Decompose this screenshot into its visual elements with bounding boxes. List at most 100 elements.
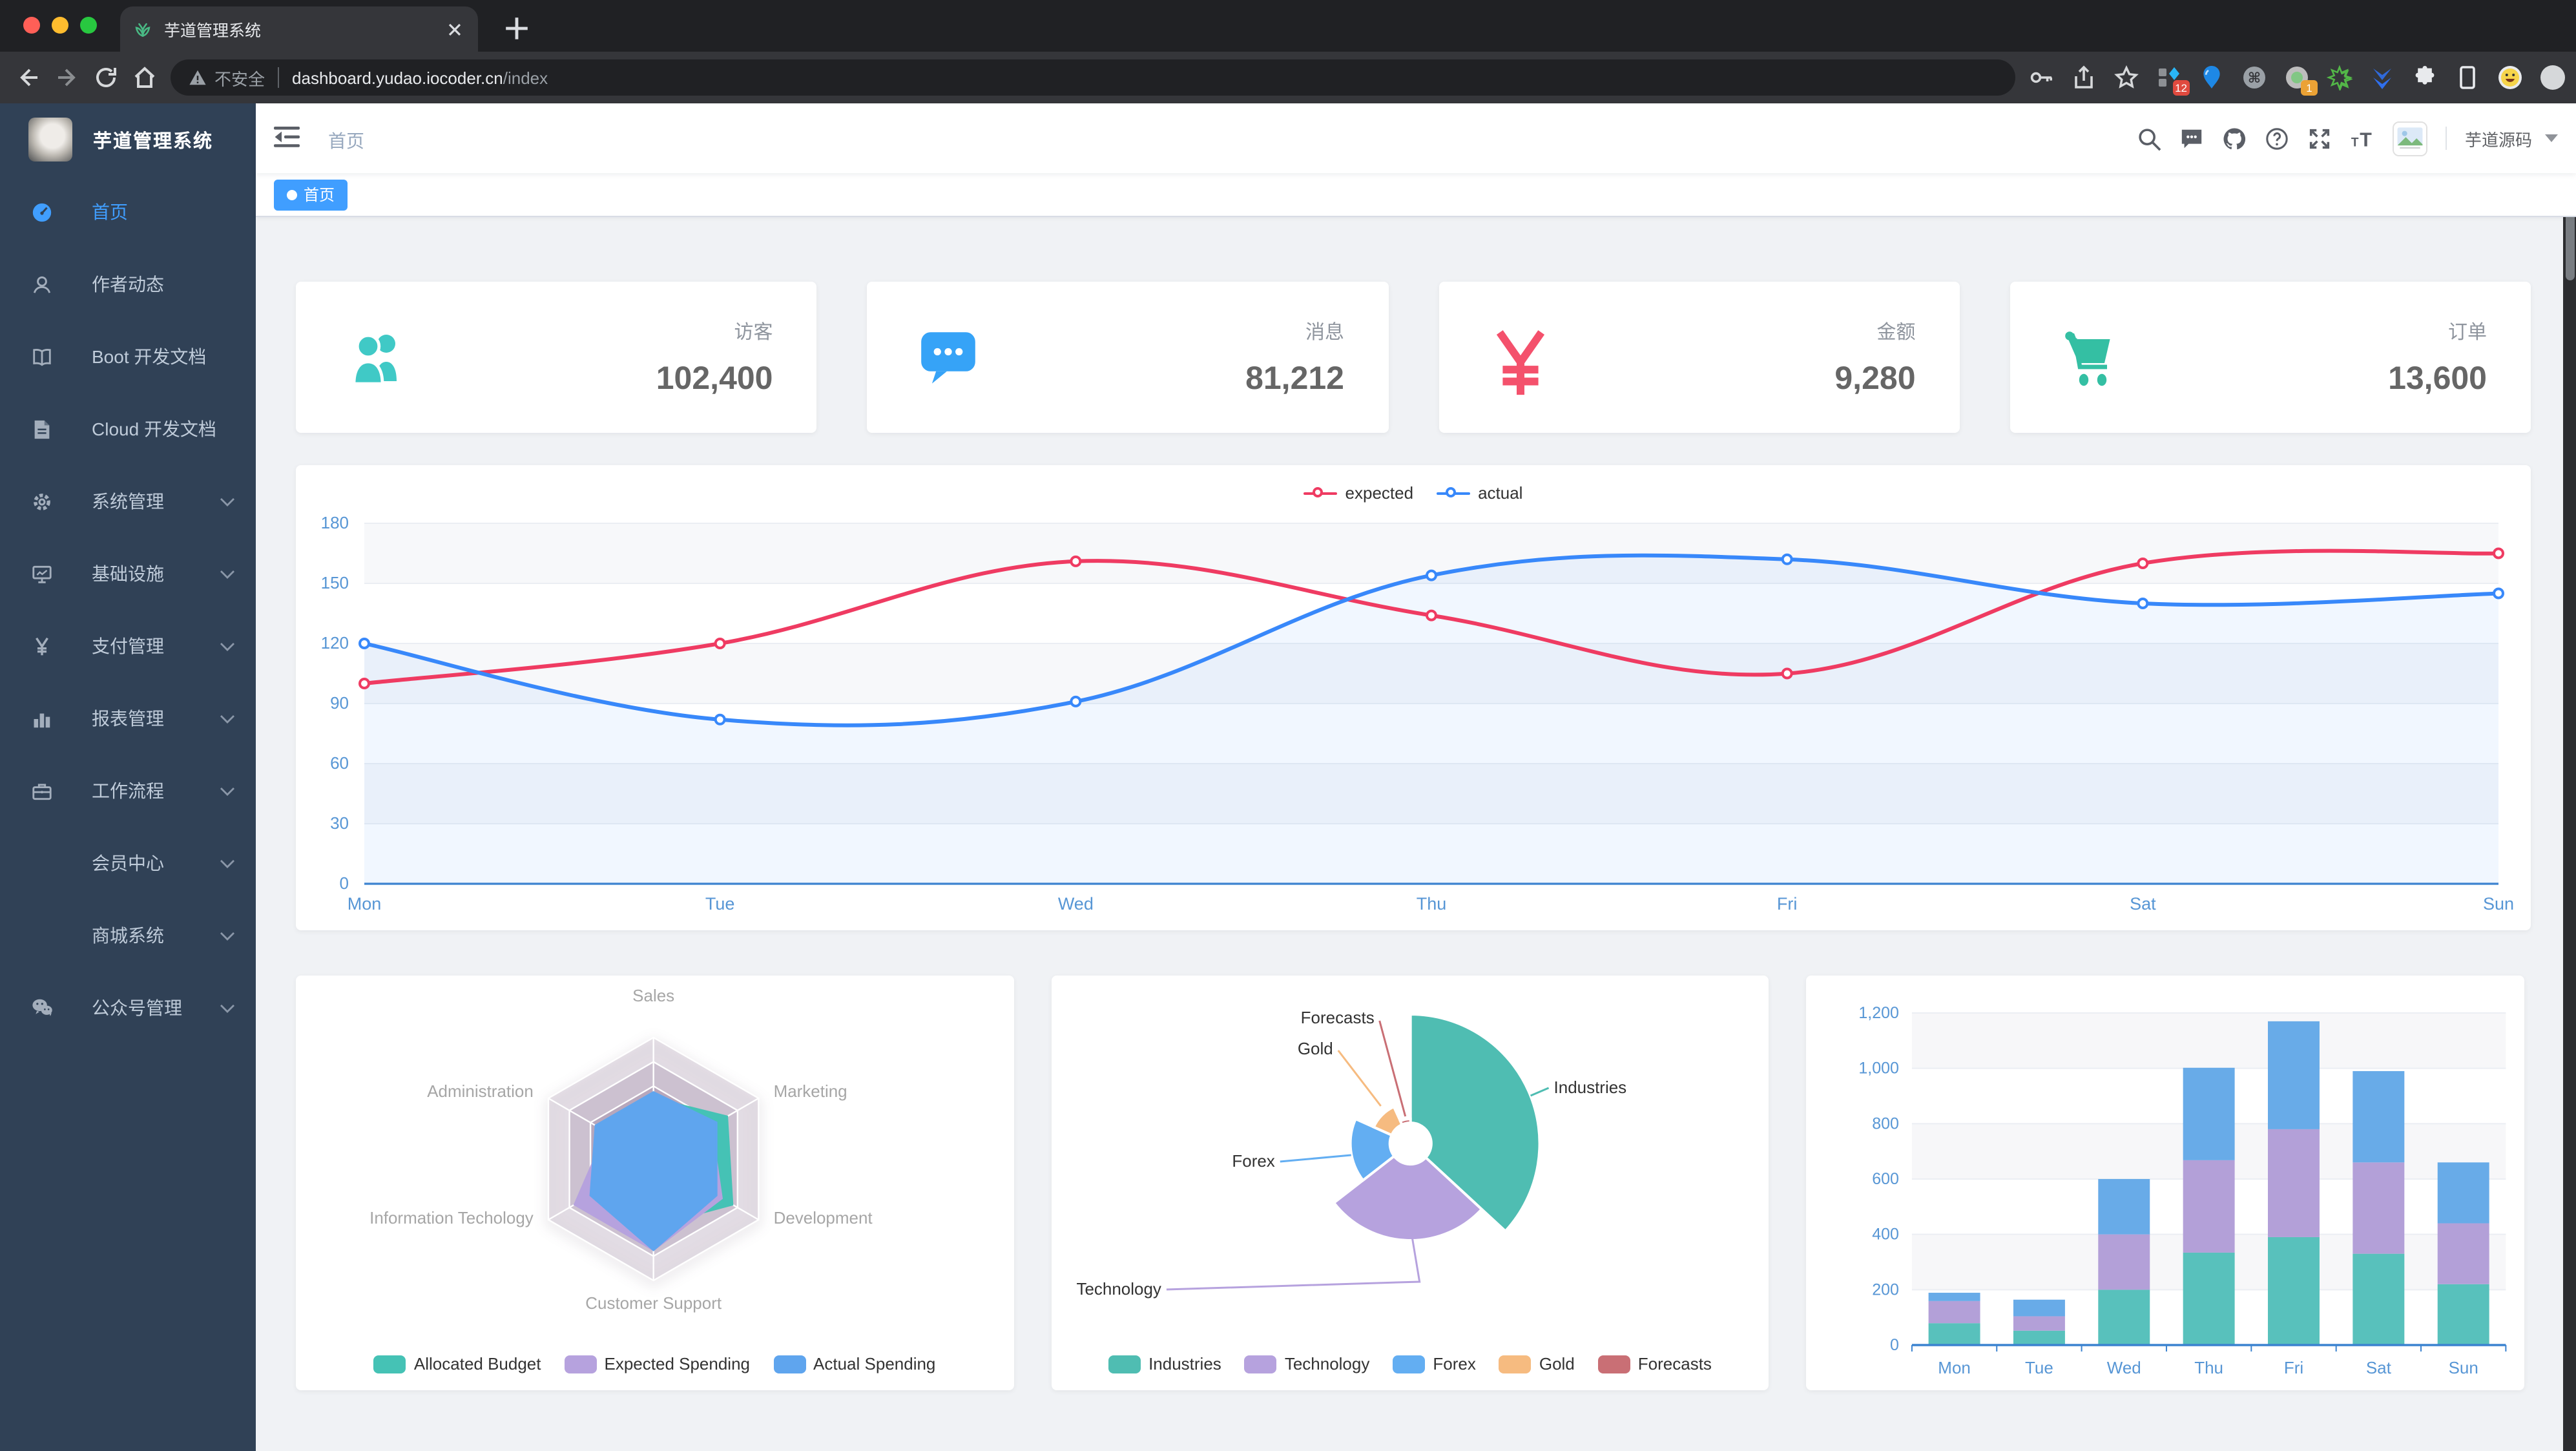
- sidebar-item-label: 首页: [92, 202, 128, 222]
- stat-card-4[interactable]: 订单 13,600: [2010, 282, 2531, 433]
- balloon-extension-icon[interactable]: [2199, 65, 2225, 90]
- legend-item[interactable]: actual: [1437, 483, 1522, 503]
- stat-label: 金额: [1876, 321, 1916, 343]
- sidebar-item-2[interactable]: 作者动态: [0, 248, 256, 320]
- circle-extension-icon[interactable]: 1: [2284, 65, 2318, 96]
- sidebar-item-9[interactable]: 工作流程: [0, 755, 256, 827]
- key-icon[interactable]: [2028, 65, 2054, 90]
- address-bar[interactable]: 不安全 dashboard.yudao.iocoder.cn/index: [171, 59, 2015, 96]
- stat-card-2[interactable]: 消息 81,212: [867, 282, 1388, 433]
- line-chart[interactable]: 0 30 60 90 120 150 180 Mon Tue Wed Thu Fri Sat Sun: [296, 465, 2531, 930]
- svg-text:90: 90: [330, 693, 349, 713]
- search-icon[interactable]: [2137, 126, 2161, 151]
- svg-text:400: 400: [1873, 1226, 1900, 1244]
- cart-icon: [2062, 329, 2121, 386]
- star-icon[interactable]: [2114, 65, 2139, 90]
- svg-text:Sales: Sales: [632, 986, 674, 1005]
- sidebar-item-8[interactable]: 报表管理: [0, 682, 256, 755]
- star-icon[interactable]: [2114, 65, 2139, 90]
- profile-emoji-icon[interactable]: [2497, 65, 2523, 90]
- legend-item[interactable]: Technology: [1244, 1354, 1369, 1373]
- extension-grid-icon[interactable]: 12: [2156, 65, 2190, 96]
- sidebar-item-label: Boot 开发文档: [92, 346, 207, 367]
- legend-item[interactable]: expected: [1304, 483, 1413, 503]
- puzzle-extensions-icon[interactable]: [2412, 65, 2438, 90]
- svg-text:Administration: Administration: [427, 1081, 534, 1101]
- github-icon[interactable]: [2222, 126, 2247, 151]
- svg-text:Mon: Mon: [348, 894, 382, 913]
- puzzle-extensions-icon[interactable]: [2412, 65, 2438, 90]
- question-icon[interactable]: [2265, 126, 2289, 151]
- browser-tab[interactable]: 芋道管理系统: [120, 6, 478, 52]
- home-button[interactable]: [132, 65, 158, 90]
- username[interactable]: 芋道源码: [2464, 130, 2532, 149]
- chevrons-extension-icon[interactable]: [2369, 65, 2395, 90]
- window-scrollbar[interactable]: [2563, 103, 2576, 1451]
- sidebar-item-7[interactable]: 支付管理: [0, 610, 256, 682]
- command-extension-icon[interactable]: ⌘: [2241, 65, 2267, 90]
- share-icon[interactable]: [2071, 65, 2097, 90]
- stat-card-3[interactable]: 金额 9,280: [1439, 282, 1960, 433]
- green-star-extension-icon[interactable]: [2327, 65, 2353, 90]
- legend-item[interactable]: Industries: [1108, 1354, 1221, 1373]
- sidebar-item-12[interactable]: 公众号管理: [0, 972, 256, 1044]
- bar-chart[interactable]: 0 200 400 600 800 1,000 1,200 Mon Tue Wed Thu Fri Sa…: [1807, 976, 2524, 1390]
- avatar[interactable]: [2392, 121, 2427, 156]
- stat-text: 消息 81,212: [1245, 317, 1344, 397]
- sidebar-collapse-icon[interactable]: [274, 125, 300, 151]
- sidebar-item-label: 系统管理: [92, 491, 164, 512]
- reload-button[interactable]: [93, 65, 119, 90]
- expand-icon[interactable]: [2307, 126, 2332, 151]
- legend-item[interactable]: Forex: [1393, 1354, 1476, 1373]
- caret-down-icon[interactable]: [2545, 134, 2558, 142]
- chevron-down-icon: [220, 1003, 235, 1012]
- radar-chart[interactable]: Sales Marketing Development Customer Suppor…: [296, 976, 1013, 1390]
- svg-text:Information Techology: Information Techology: [369, 1208, 534, 1227]
- traffic-light-zoom[interactable]: [80, 17, 97, 34]
- new-tab-button[interactable]: [501, 13, 532, 44]
- sidebar-item-10[interactable]: 会员中心: [0, 827, 256, 899]
- stat-card-1[interactable]: 访客 102,400: [296, 282, 817, 433]
- not-secure-label: 不安全: [214, 69, 265, 89]
- command-extension-icon[interactable]: ⌘: [2241, 65, 2267, 90]
- legend-item[interactable]: Forecasts: [1597, 1354, 1712, 1373]
- menu-dots-icon[interactable]: [2540, 65, 2566, 180]
- sidebar-item-label: 会员中心: [92, 853, 164, 873]
- profile-emoji-icon[interactable]: [2497, 65, 2523, 90]
- sidebar-item-6[interactable]: 基础设施: [0, 538, 256, 610]
- sidebar-item-11[interactable]: 商城系统: [0, 899, 256, 972]
- green-star-extension-icon[interactable]: [2327, 65, 2353, 90]
- forward-button[interactable]: [54, 65, 80, 90]
- window-controls[interactable]: [23, 17, 97, 34]
- sidebar-item-3[interactable]: Boot 开发文档: [0, 320, 256, 393]
- chat-icon[interactable]: [2179, 126, 2204, 151]
- yen-icon: [31, 635, 53, 657]
- menu-dots-icon[interactable]: [2540, 65, 2566, 180]
- legend-item[interactable]: Expected Spending: [564, 1354, 750, 1373]
- pie-chart[interactable]: Industries Technology Forex Gold Forecasts: [1051, 976, 1769, 1390]
- sidebar-item-5[interactable]: 系统管理: [0, 465, 256, 538]
- legend-item[interactable]: Allocated Budget: [373, 1354, 541, 1373]
- tag-home[interactable]: 首页: [274, 179, 348, 210]
- extension-grid-icon[interactable]: [2156, 65, 2182, 90]
- legend-item[interactable]: Actual Spending: [773, 1354, 935, 1373]
- share-icon[interactable]: [2071, 65, 2097, 90]
- browser-toolbar: 不安全 dashboard.yudao.iocoder.cn/index 12 ⌘…: [0, 52, 2576, 180]
- chevrons-extension-icon[interactable]: [2369, 65, 2395, 90]
- key-icon[interactable]: [2028, 65, 2054, 90]
- traffic-light-minimize[interactable]: [52, 17, 68, 34]
- sidebar-item-4[interactable]: Cloud 开发文档: [0, 393, 256, 465]
- reading-list-icon[interactable]: [2455, 65, 2480, 90]
- tab-close-icon[interactable]: [444, 19, 465, 39]
- sidebar-logo[interactable]: 芋道管理系统: [0, 103, 256, 176]
- traffic-light-close[interactable]: [23, 17, 40, 34]
- back-button[interactable]: [16, 65, 41, 90]
- svg-text:T: T: [2360, 128, 2372, 150]
- balloon-extension-icon[interactable]: [2199, 65, 2225, 90]
- reading-list-icon[interactable]: [2455, 65, 2480, 90]
- legend-item[interactable]: Gold: [1499, 1354, 1575, 1373]
- sidebar-item-label: 公众号管理: [92, 997, 182, 1018]
- message-icon: [919, 329, 979, 386]
- sidebar-item-1[interactable]: 首页: [0, 176, 256, 248]
